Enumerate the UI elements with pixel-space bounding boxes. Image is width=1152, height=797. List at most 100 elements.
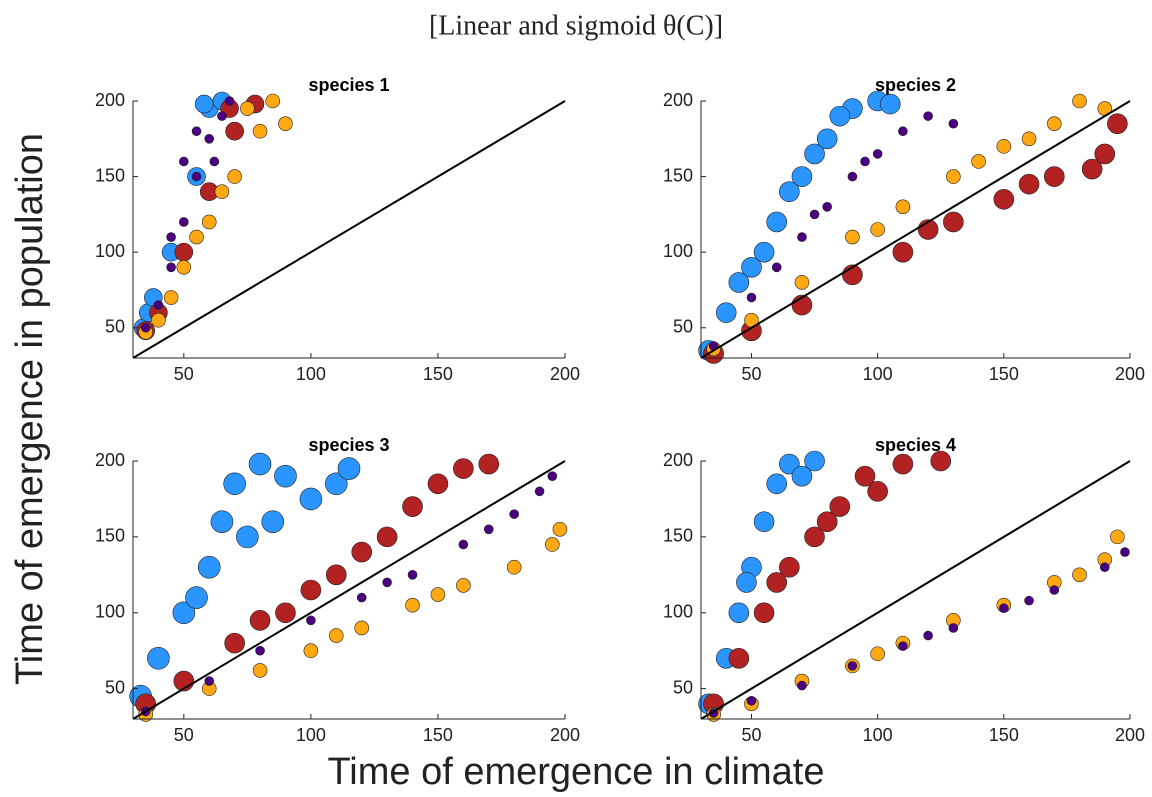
point <box>328 628 344 643</box>
x-tick-label: 150 <box>989 364 1019 384</box>
point <box>453 458 474 479</box>
point <box>265 93 281 109</box>
point <box>1021 131 1037 147</box>
point <box>872 149 883 159</box>
x-tick-label: 150 <box>423 725 453 745</box>
point <box>1110 529 1125 545</box>
point <box>816 128 838 150</box>
point <box>847 661 858 671</box>
point <box>753 241 775 263</box>
point <box>255 645 265 656</box>
point <box>179 217 189 227</box>
point <box>147 646 170 670</box>
point <box>201 214 217 230</box>
point <box>303 643 319 659</box>
point <box>534 486 545 497</box>
point <box>354 620 370 636</box>
point <box>458 539 469 550</box>
x-tick-label: 100 <box>863 725 893 745</box>
point <box>197 555 221 579</box>
point <box>224 632 245 654</box>
point <box>483 524 494 535</box>
y-tick-label: 150 <box>663 165 693 185</box>
point <box>547 471 558 481</box>
point <box>948 118 959 129</box>
point <box>930 450 952 472</box>
point <box>1072 567 1087 583</box>
point <box>427 473 449 495</box>
point <box>804 450 825 472</box>
x-tick-label: 100 <box>863 364 893 384</box>
point <box>753 602 775 624</box>
point <box>300 579 322 601</box>
point <box>376 526 398 548</box>
point <box>402 496 423 517</box>
point <box>204 676 215 686</box>
point <box>356 592 367 603</box>
point <box>225 121 244 141</box>
point <box>248 452 272 476</box>
x-tick-label: 150 <box>989 725 1019 745</box>
panel: 50 100 150 200 50 100 150 200 species 2 <box>663 75 1145 384</box>
point <box>728 647 750 669</box>
y-tick-label: 100 <box>95 241 125 261</box>
point <box>191 171 202 182</box>
point <box>816 511 838 533</box>
point <box>879 93 901 115</box>
y-tick-label: 150 <box>95 526 125 546</box>
point <box>971 154 986 169</box>
point <box>274 464 297 488</box>
diagonal-line <box>132 460 566 720</box>
point <box>252 663 268 678</box>
point <box>153 300 164 310</box>
panel: 50 100 150 200 50 100 150 200 species 3 <box>95 435 580 745</box>
point <box>1072 93 1087 109</box>
panel: 50 100 150 200 50 100 150 200 species 1 <box>95 75 580 384</box>
y-tick-label: 50 <box>673 317 693 337</box>
point <box>261 510 285 534</box>
point <box>791 166 813 187</box>
x-tick-label: 50 <box>174 364 194 384</box>
x-tick-label: 200 <box>1115 725 1145 745</box>
point <box>306 615 316 626</box>
point <box>1081 158 1103 180</box>
y-tick-label: 200 <box>663 90 693 110</box>
point <box>478 453 500 475</box>
point <box>923 111 933 121</box>
point <box>240 101 255 116</box>
x-tick-label: 150 <box>423 364 453 384</box>
y-tick-label: 150 <box>663 526 693 546</box>
point <box>176 259 192 275</box>
point <box>779 181 800 203</box>
point <box>898 126 908 137</box>
point <box>227 169 242 184</box>
point <box>892 241 914 263</box>
point <box>728 602 750 624</box>
point <box>996 139 1012 154</box>
y-tick-label: 50 <box>105 677 125 697</box>
point <box>766 473 788 495</box>
diagonal-line <box>132 100 566 359</box>
point <box>324 472 348 496</box>
point <box>405 597 420 613</box>
point <box>1046 116 1062 131</box>
point <box>822 202 832 212</box>
x-axis-label: Time of emergence in climate <box>327 751 824 793</box>
point <box>845 229 860 245</box>
point <box>204 133 215 144</box>
point <box>847 171 858 182</box>
panel: 50 100 150 200 50 100 150 200 species 4 <box>663 435 1145 745</box>
point <box>766 572 788 593</box>
point <box>194 94 214 114</box>
point <box>151 312 166 328</box>
point <box>766 211 788 233</box>
point <box>1099 562 1110 573</box>
point <box>867 481 888 502</box>
figure-title: [Linear and sigmoid θ(C)] <box>429 10 723 41</box>
y-tick-label: 50 <box>673 677 693 697</box>
point <box>140 322 151 333</box>
point <box>741 256 762 278</box>
panel-title: species 3 <box>308 435 389 455</box>
point <box>870 222 885 237</box>
point <box>797 232 807 242</box>
